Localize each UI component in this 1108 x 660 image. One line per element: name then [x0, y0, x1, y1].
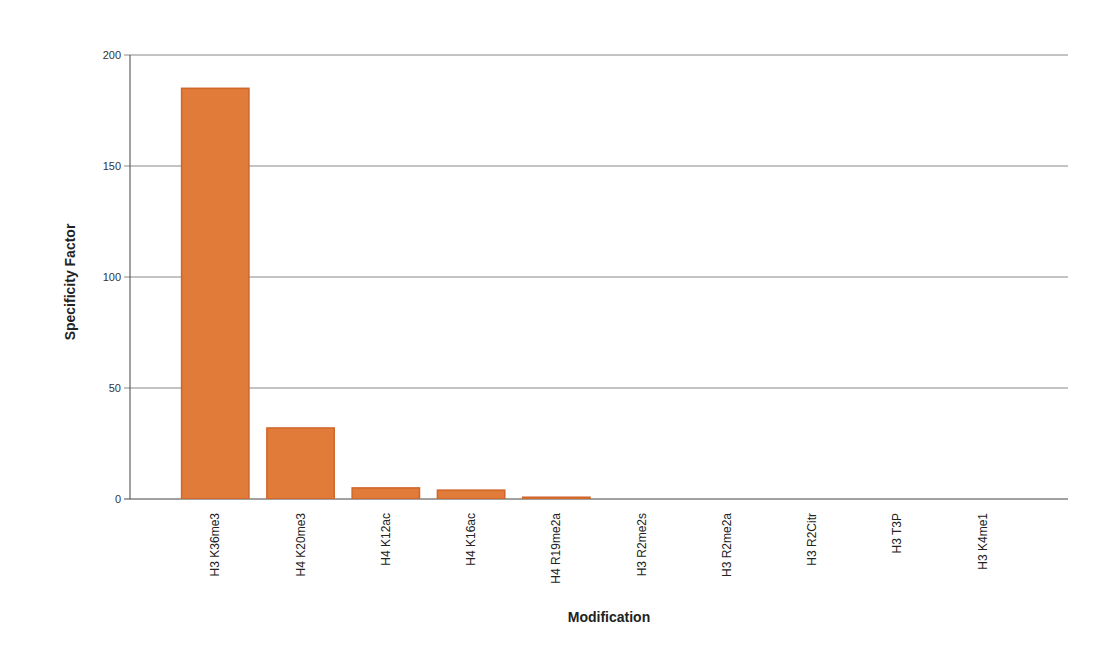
x-tick-label: H4 R19me2a	[549, 513, 563, 584]
bar	[608, 498, 675, 499]
x-tick-label: H3 K36me3	[208, 513, 222, 577]
bar	[352, 488, 419, 499]
x-tick-label: H3 R2me2s	[635, 513, 649, 576]
y-tick-label: 50	[109, 382, 121, 394]
bar	[523, 497, 590, 499]
grid-line	[124, 499, 1068, 500]
grid-line	[124, 166, 1068, 167]
x-tick-label: H3 T3P	[890, 513, 904, 553]
x-tick-label: H3 K4me1	[976, 513, 990, 570]
bar	[949, 498, 1016, 499]
y-tick-label: 0	[115, 493, 121, 505]
bars	[182, 88, 590, 499]
x-tick-label: H4 K16ac	[464, 513, 478, 566]
grid-line	[124, 388, 1068, 389]
y-tick-label: 150	[103, 160, 121, 172]
bar	[864, 498, 931, 499]
y-tick-label: 200	[103, 49, 121, 61]
bar	[778, 498, 845, 499]
y-axis-title: Specificity Factor	[62, 223, 78, 340]
grid-line	[124, 277, 1068, 278]
x-tick-label: H4 K20me3	[294, 513, 308, 577]
bar	[437, 490, 504, 499]
y-axis	[130, 55, 131, 499]
x-axis-title: Modification	[568, 609, 650, 625]
bar	[693, 498, 760, 499]
x-tick-label: H4 K12ac	[379, 513, 393, 566]
chart: 0 50 100 150 200 H3 K36me3 H4 K20me3 H4 K12ac H4…	[0, 0, 1108, 660]
y-tick-label: 100	[103, 271, 121, 283]
bar	[182, 88, 249, 499]
x-tick-label: H3 R2me2a	[720, 513, 734, 577]
bar	[267, 428, 334, 499]
grid-line	[124, 55, 1068, 56]
x-tick-label: H3 R2Citr	[805, 513, 819, 566]
